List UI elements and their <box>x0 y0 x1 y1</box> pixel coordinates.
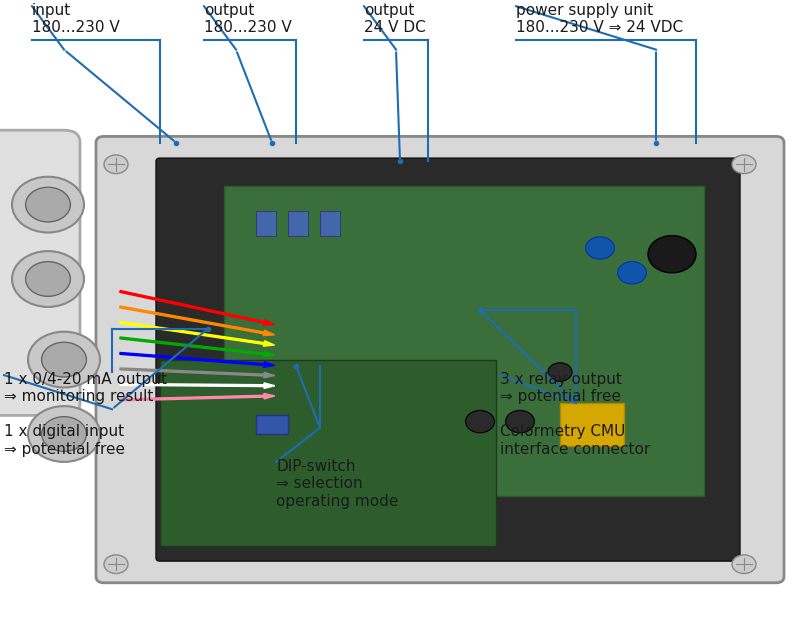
Circle shape <box>12 251 84 307</box>
FancyArrow shape <box>120 353 274 367</box>
Circle shape <box>648 236 696 273</box>
Text: 1 x 0/4-20 mA output
⇒ monitoring result

1 x digital input
⇒ potential free: 1 x 0/4-20 mA output ⇒ monitoring result… <box>4 372 167 456</box>
FancyBboxPatch shape <box>160 360 496 546</box>
Circle shape <box>42 417 86 451</box>
Circle shape <box>12 177 84 232</box>
Circle shape <box>104 155 128 174</box>
Circle shape <box>732 555 756 574</box>
Circle shape <box>42 342 86 377</box>
Circle shape <box>506 410 534 433</box>
Bar <box>320 211 340 236</box>
FancyBboxPatch shape <box>156 158 740 561</box>
Text: input
180...230 V: input 180...230 V <box>32 3 120 35</box>
FancyBboxPatch shape <box>224 186 704 496</box>
Bar <box>560 403 624 446</box>
FancyArrow shape <box>120 337 274 356</box>
FancyArrow shape <box>120 394 274 401</box>
FancyBboxPatch shape <box>96 136 784 583</box>
Circle shape <box>28 332 100 388</box>
Text: output
24 V DC: output 24 V DC <box>364 3 426 35</box>
FancyArrow shape <box>120 383 274 388</box>
FancyArrow shape <box>120 368 274 378</box>
FancyArrow shape <box>120 322 274 346</box>
Text: power supply unit
180...230 V ⇒ 24 VDC: power supply unit 180...230 V ⇒ 24 VDC <box>516 3 683 35</box>
Circle shape <box>548 363 572 381</box>
Bar <box>256 415 288 434</box>
Bar <box>288 211 308 236</box>
Circle shape <box>586 237 614 259</box>
Circle shape <box>26 262 70 296</box>
FancyArrow shape <box>120 306 274 335</box>
Text: 3 x relay output
⇒ potential free

Colormetry CMU
interface connector: 3 x relay output ⇒ potential free Colorm… <box>500 372 650 456</box>
FancyArrow shape <box>120 291 274 325</box>
FancyBboxPatch shape <box>0 130 80 415</box>
Circle shape <box>466 410 494 433</box>
Circle shape <box>104 555 128 574</box>
Circle shape <box>618 262 646 284</box>
Text: DIP-switch
⇒ selection
operating mode: DIP-switch ⇒ selection operating mode <box>276 459 398 508</box>
Text: output
180...230 V: output 180...230 V <box>204 3 292 35</box>
Circle shape <box>28 406 100 462</box>
Bar <box>256 211 276 236</box>
Circle shape <box>732 155 756 174</box>
Circle shape <box>26 187 70 222</box>
